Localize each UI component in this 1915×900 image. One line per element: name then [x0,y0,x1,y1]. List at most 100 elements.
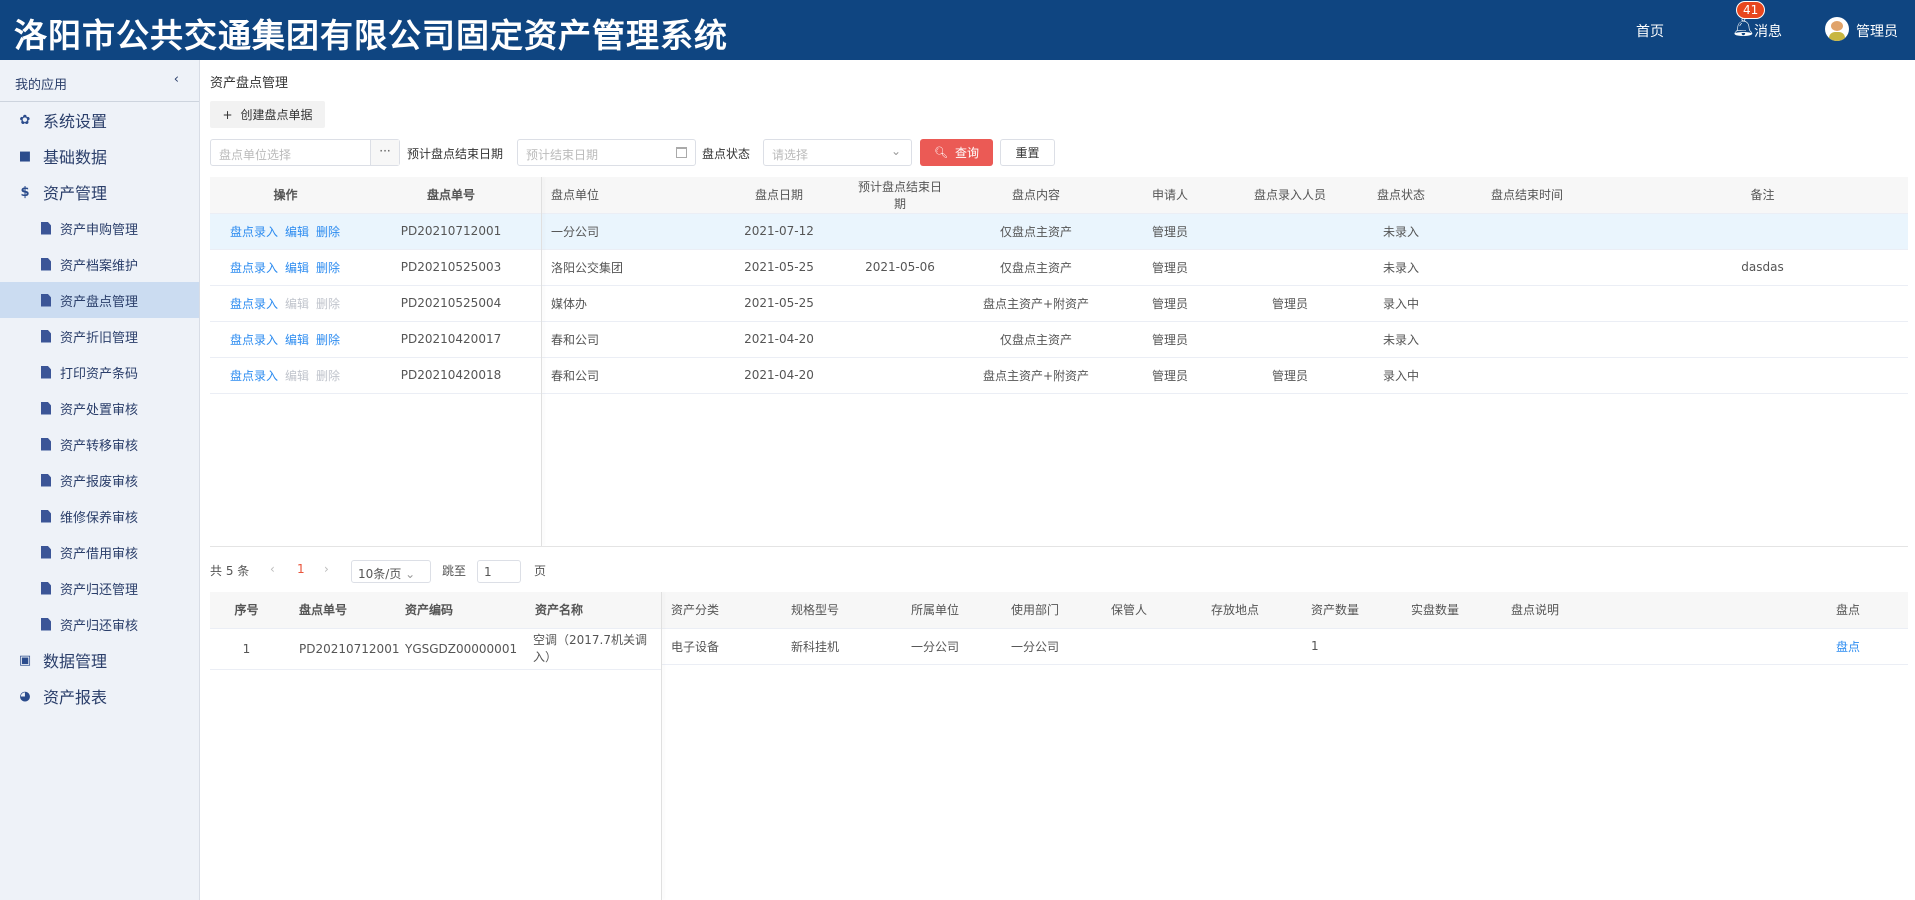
status-placeholder: 请选择 [772,148,809,162]
file-icon [41,365,51,379]
messages-link[interactable]: 消息 [1754,24,1782,40]
end-date-input[interactable]: 预计结束日期 [517,139,696,166]
entry-link[interactable]: 盘点录入 [230,260,279,275]
sidebar-item[interactable]: 资产折旧管理 [0,318,199,354]
fixed-column-divider [541,177,542,546]
table-row[interactable]: 春和公司 2021-04-20 仅盘点主资产 管理员 未录入 [541,321,1908,358]
sidebar-item[interactable]: 资产报废审核 [0,462,199,498]
sidebar-item-label: 资产申购管理 [60,222,139,238]
sidebar-item-label: 资产管理 [43,184,108,203]
bell-icon[interactable]: 🔔︎ [1732,17,1755,38]
user-menu[interactable]: 管理员 [1856,24,1898,40]
sidebar-item[interactable]: ■ 基础数据 [0,138,199,174]
cell-no: PD20210712001 [283,628,399,670]
home-link[interactable]: 首页 [1636,24,1664,40]
row-actions: 盘点录入 编辑 删除 [210,285,361,322]
entry-link[interactable]: 盘点录入 [230,332,279,347]
prev-page-icon[interactable]: ‹ [270,562,275,576]
next-page-icon[interactable]: › [324,562,329,576]
inventory-no: PD20210420018 [361,357,541,394]
file-icon [41,545,51,559]
cell-model: 新科挂机 [781,628,901,665]
sidebar-item[interactable]: 资产归还管理 [0,570,199,606]
cell-code: YGSGDZ00000001 [395,628,525,670]
cell-applicant: 管理员 [1125,213,1215,250]
query-button[interactable]: 🔍︎ 查询 [920,139,993,166]
sidebar-item[interactable]: 资产处置审核 [0,390,199,426]
cell-owner_unit: 一分公司 [901,628,1001,665]
table-row[interactable]: 春和公司 2021-04-20 盘点主资产+附资产 管理员 管理员 录入中 [541,357,1908,394]
query-label: 查询 [954,146,979,160]
entry-link[interactable]: 盘点录入 [230,296,279,311]
cell-idx: 1 [210,628,283,670]
cell-end [853,213,947,250]
pie-chart-icon: ◕ [19,688,31,704]
cell-action[interactable]: 盘点 [1788,628,1908,665]
sidebar-item-label: 资产归还审核 [60,618,139,634]
edit-link[interactable]: 编辑 [285,224,310,239]
delete-link[interactable]: 删除 [316,224,341,239]
sidebar-item[interactable]: ▣ 数据管理 [0,642,199,678]
cell-status: 未录入 [1365,249,1437,286]
table-row[interactable]: 盘点录入 编辑 删除 PD20210712001 [210,213,541,250]
create-label: 创建盘点单据 [240,108,313,122]
sidebar-item-label: 资产转移审核 [60,438,139,454]
table-row[interactable]: 盘点录入 编辑 删除 PD20210525003 [210,249,541,286]
sidebar-item[interactable]: 资产借用审核 [0,534,199,570]
status-select[interactable]: 请选择 ⌄ [763,139,912,166]
cell-date: 2021-05-25 [705,249,853,286]
chevron-left-icon[interactable]: ‹ [173,72,179,87]
table-row[interactable]: 媒体办 2021-05-25 盘点主资产+附资产 管理员 管理员 录入中 [541,285,1908,322]
page-size-select[interactable]: 10条/页 ⌄ [351,560,431,583]
cell-end [853,321,947,358]
column-header: 实盘数量 [1401,592,1501,629]
calendar-icon [676,147,687,158]
sidebar-item[interactable]: 维修保养审核 [0,498,199,534]
delete-link[interactable]: 删除 [316,332,341,347]
cell-content: 仅盘点主资产 [947,321,1125,358]
sidebar-item[interactable]: 打印资产条码 [0,354,199,390]
sidebar-item[interactable]: 资产申购管理 [0,210,199,246]
delete-link[interactable]: 删除 [316,260,341,275]
cell-applicant: 管理员 [1125,249,1215,286]
table-bottom-border [210,546,1908,547]
column-header: 盘点状态 [1365,177,1437,214]
page-1[interactable]: 1 [297,562,305,576]
entry-link[interactable]: 盘点录入 [230,368,279,383]
more-icon[interactable]: ··· [370,140,399,165]
sidebar: 我的应用 ‹ ✿ 系统设置 ■ 基础数据 $ 资产管理 资产申购管理 资产档案维护 资产盘点管理… [0,60,200,900]
cell-note [1617,321,1908,358]
table-row[interactable]: 洛阳公交集团 2021-05-25 2021-05-06 仅盘点主资产 管理员 未录入 da… [541,249,1908,286]
sidebar-item[interactable]: ✿ 系统设置 [0,102,199,138]
cell-status: 未录入 [1365,213,1437,250]
table-row[interactable]: 盘点录入 编辑 删除 PD20210420017 [210,321,541,358]
entry-link[interactable]: 盘点录入 [230,224,279,239]
sidebar-item[interactable]: 资产转移审核 [0,426,199,462]
edit-link[interactable]: 编辑 [285,332,310,347]
sidebar-item-label: 资产报废审核 [60,474,139,490]
sidebar-item[interactable]: 资产归还审核 [0,606,199,642]
goto-page-input[interactable]: 1 [477,560,521,583]
inventory-no: PD20210420017 [361,321,541,358]
edit-link[interactable]: 编辑 [285,260,310,275]
sidebar-item[interactable]: 资产盘点管理 [0,282,199,318]
unit-select-input[interactable]: 盘点单位选择 ··· [210,139,400,166]
cell-status: 录入中 [1365,285,1437,322]
sidebar-item[interactable]: $ 资产管理 [0,174,199,210]
reset-button[interactable]: 重置 [1000,139,1055,166]
cell-note [1617,285,1908,322]
table-row[interactable]: 盘点录入 编辑 删除 PD20210420018 [210,357,541,394]
sidebar-item[interactable]: ◕ 资产报表 [0,678,199,714]
sidebar-item[interactable]: 资产档案维护 [0,246,199,282]
table-row[interactable]: 一分公司 2021-07-12 仅盘点主资产 管理员 未录入 [541,213,1908,250]
cell-content: 盘点主资产+附资产 [947,285,1125,322]
cell-finish [1437,321,1617,358]
table-row[interactable]: 盘点录入 编辑 删除 PD20210525004 [210,285,541,322]
cell-content: 盘点主资产+附资产 [947,357,1125,394]
detail-row[interactable]: 电子设备 新科挂机 一分公司 一分公司 1 盘点 [661,628,1908,665]
detail-row[interactable]: 1 PD20210712001 YGSGDZ00000001 空调（2017.7机关调… [210,628,661,670]
cell-unit: 洛阳公交集团 [541,249,705,286]
create-inventory-button[interactable]: + 创建盘点单据 [210,101,325,128]
cell-finish [1437,249,1617,286]
avatar[interactable] [1825,17,1849,41]
